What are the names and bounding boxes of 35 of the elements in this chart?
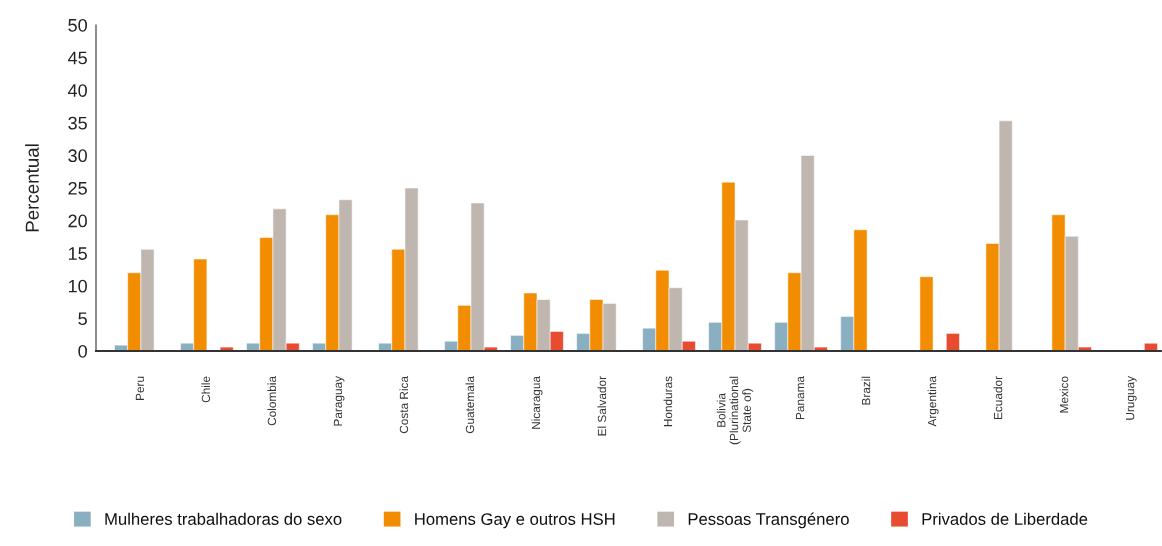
x-tick-label: Honduras [663, 376, 673, 427]
x-tick-label: Paraguay [333, 376, 345, 426]
bar [219, 346, 234, 351]
x-tick-label: Nicaragua [531, 376, 543, 429]
legend-label: Homens Gay e outros HSH [415, 513, 615, 529]
x-tick-label: Uruguay [1126, 376, 1137, 420]
x-tick-label: Costa Rica [399, 376, 409, 434]
x-tick-label: El Salvador [597, 376, 607, 436]
y-tick-label: 5 [78, 312, 87, 326]
x-tick-label: Peru [135, 376, 145, 400]
y-tick-label: 15 [68, 247, 87, 260]
x-tick-label: Bolivia (Plurinational State of) [716, 376, 754, 445]
y-axis-title: Percentual [25, 144, 39, 232]
x-tick-label: Ecuador [993, 376, 1003, 419]
y-tick-label: 40 [68, 84, 87, 97]
y-tick-label: 20 [68, 214, 87, 228]
x-tick-label: Argentina [927, 376, 939, 427]
y-tick-label: 30 [68, 149, 87, 163]
legend-label: Privados de Liberdade [922, 512, 1088, 525]
y-tick-label: 45 [68, 51, 87, 65]
x-tick-label: Mexico [1059, 376, 1069, 413]
bar [946, 333, 960, 351]
bar [919, 276, 934, 351]
legend-label: Pessoas Transgénero [688, 512, 849, 529]
y-tick-label: 35 [68, 116, 87, 130]
legend-label: Mulheres trabalhadoras do sexo [105, 512, 342, 525]
x-tick-label: Chile [201, 376, 211, 403]
x-tick-label: Brazil [861, 376, 871, 405]
y-tick-label: 0 [78, 344, 87, 358]
y-tick-label: 10 [68, 279, 87, 293]
y-tick-label: 25 [68, 181, 87, 195]
y-tick-label: 50 [68, 18, 87, 32]
x-tick-label: Colombia [267, 376, 277, 426]
x-tick-label: Panama [795, 376, 805, 419]
x-tick-label: Guatemala [465, 376, 475, 434]
